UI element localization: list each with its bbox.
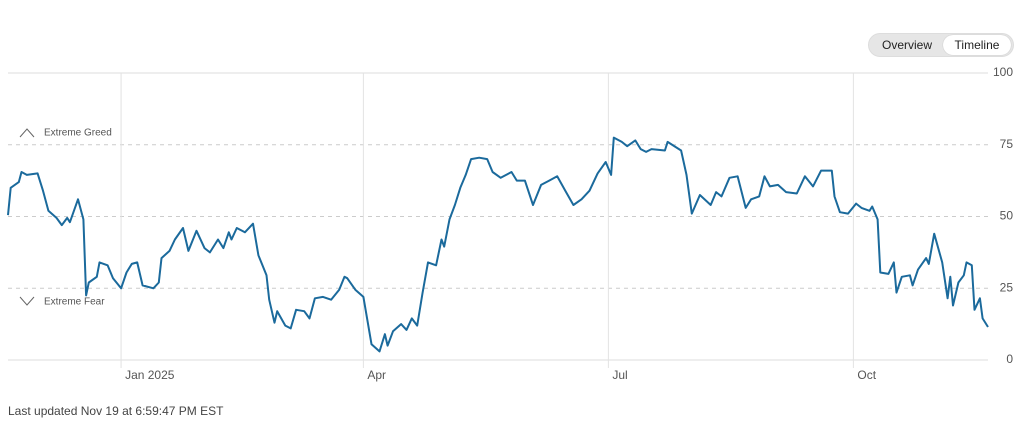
up-arrow (19, 128, 35, 138)
zone-label: Extreme Fear (44, 297, 105, 308)
y-tick-label: 100 (993, 65, 1013, 79)
zone-fear: Extreme Fear (19, 296, 105, 308)
footer: Last updated Nov 19 at 6:59:47 PM EST (8, 404, 224, 418)
zone-label: Extreme Greed (44, 128, 112, 139)
overview-button[interactable]: Overview (881, 38, 932, 52)
timeline-button[interactable]: Timeline (943, 35, 1011, 55)
x-tick-label: Jul (612, 368, 627, 382)
view-toggle: Overview Timeline (868, 33, 1014, 57)
y-tick-label: 0 (1006, 352, 1013, 366)
x-tick-label: Apr (367, 368, 386, 382)
x-tick-label: Jan 2025 (125, 368, 175, 382)
y-tick-label: 75 (1000, 137, 1014, 151)
data-line (7, 136, 989, 353)
x-tick-label: Oct (857, 368, 876, 382)
y-tick-label: 50 (1000, 209, 1014, 223)
down-arrow (19, 296, 35, 306)
zone-greed: Extreme Greed (19, 128, 112, 139)
y-tick-label: 25 (1000, 280, 1014, 294)
